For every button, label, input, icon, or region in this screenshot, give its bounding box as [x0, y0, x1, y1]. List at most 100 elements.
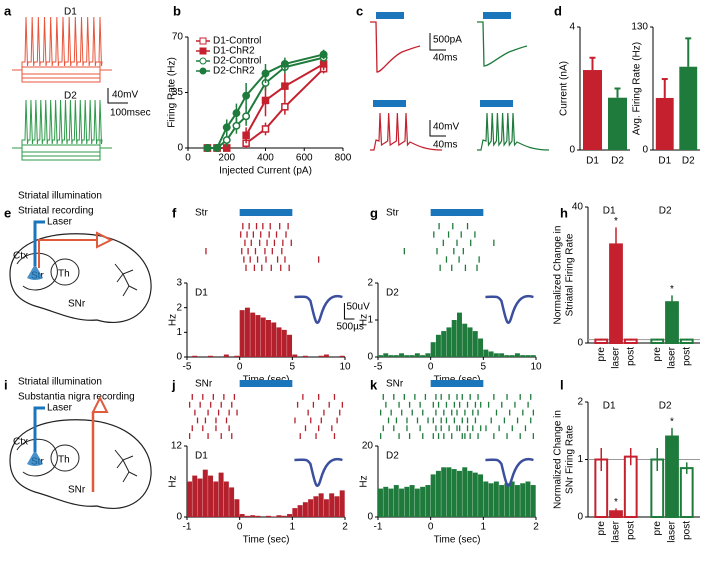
voltage-trace [12, 144, 112, 149]
x-tick-label: pre [596, 521, 607, 536]
laser-fiber [33, 220, 45, 266]
trace-label: D1 [64, 7, 77, 18]
histogram-bar [399, 488, 405, 517]
histogram-bar [441, 467, 447, 517]
x-tick-label: D1 [586, 156, 599, 167]
y-tick-label: 1 [577, 454, 583, 465]
histogram-bar [499, 353, 505, 357]
histogram-bar [430, 342, 436, 357]
histogram-bar [339, 355, 345, 357]
y-tick-label: 20 [362, 441, 374, 452]
histogram-bar [462, 467, 468, 517]
y-tick-label: 35 [172, 87, 184, 98]
histogram-bar [446, 467, 452, 517]
histogram-bar [478, 474, 484, 517]
x-axis-label: Time (sec) [434, 535, 481, 546]
panel-label: g [370, 205, 378, 220]
bar [679, 66, 698, 150]
histogram-bar [483, 349, 489, 357]
marker [213, 144, 222, 152]
histogram-bar [525, 355, 531, 357]
panel-label: a [4, 3, 12, 18]
spiking-trace [12, 99, 112, 149]
histogram-bar [302, 502, 308, 517]
illumination-label: Striatal illumination [18, 377, 102, 388]
histogram-bar [530, 355, 536, 357]
x-tick-label: 5 [290, 362, 296, 373]
waveform [485, 457, 534, 487]
region-label: Th [58, 455, 70, 466]
y-tick-label: 4 [569, 22, 575, 33]
y-tick-label: 0 [367, 352, 373, 363]
histogram-bar [520, 355, 526, 357]
scale-label: 500µs [336, 322, 363, 333]
histogram-bar [430, 474, 436, 517]
histogram-bar [234, 499, 240, 517]
panel-label: f [172, 205, 177, 220]
histogram-bar [504, 355, 510, 357]
legend-marker [199, 67, 207, 75]
condition-label: D1 [195, 288, 208, 299]
histogram-bar [378, 488, 383, 517]
light-cone [27, 450, 43, 466]
histogram-bar [229, 487, 235, 517]
marker [232, 109, 241, 118]
bar [665, 435, 679, 518]
histogram-bar [472, 472, 478, 517]
histogram-bar [271, 322, 277, 357]
histogram-bar [404, 486, 410, 517]
histogram-bar [244, 515, 250, 517]
y-tick-label: 0 [577, 512, 583, 523]
y-tick-label: 0 [642, 145, 648, 156]
x-tick-label: -1 [374, 522, 383, 533]
x-tick-label: pre [596, 347, 607, 362]
recording-label: Striatal recording [18, 206, 94, 217]
brain-region [50, 258, 80, 286]
histogram-bar [509, 355, 515, 357]
legend-label: D2-ChR2 [213, 66, 255, 77]
histogram-bar [409, 485, 415, 517]
x-tick-label: 800 [335, 153, 352, 164]
histogram-bar [420, 355, 426, 357]
x-tick-label: 0 [185, 153, 191, 164]
legend-marker [199, 47, 207, 55]
histogram-bar [504, 483, 510, 517]
histogram-bar [266, 320, 271, 357]
y-tick-label: 130 [631, 22, 648, 33]
laser-label: Laser [47, 217, 73, 228]
histogram-bar [435, 334, 441, 357]
histogram-bar [250, 312, 256, 357]
y-tick-label: 0 [577, 338, 583, 349]
bar [655, 97, 674, 150]
histogram-bar [383, 486, 389, 517]
panel-label: d [554, 3, 562, 18]
cerebellum [114, 263, 138, 297]
x-tick-label: 0 [428, 522, 434, 533]
histogram-bar [271, 516, 277, 517]
y-tick-label: 70 [172, 32, 184, 43]
marker [261, 125, 270, 133]
histogram-bar [493, 353, 499, 357]
x-tick-label: 2 [533, 522, 539, 533]
region-label: Str [195, 208, 208, 219]
histogram-bar [530, 485, 536, 517]
histogram-bar [192, 475, 198, 517]
y-tick-label: 0 [367, 512, 373, 523]
cerebellum [114, 449, 138, 483]
stimulus-bar [239, 209, 293, 216]
x-tick-label: 0 [428, 362, 434, 373]
histogram-bar [467, 327, 473, 357]
histogram-bar [488, 351, 494, 357]
y-axis-label: Hz [168, 314, 179, 326]
histogram-bar [514, 485, 520, 517]
x-tick-label: post [681, 347, 692, 366]
x-tick-label: 600 [296, 153, 313, 164]
histogram-bar [488, 483, 494, 517]
histogram-bar [297, 505, 303, 517]
y-tick-label: 0 [569, 145, 575, 156]
legend-label: D1-ChR2 [213, 46, 255, 57]
marker [281, 82, 289, 90]
light-pulse [480, 100, 513, 107]
brain-outline [9, 419, 152, 510]
